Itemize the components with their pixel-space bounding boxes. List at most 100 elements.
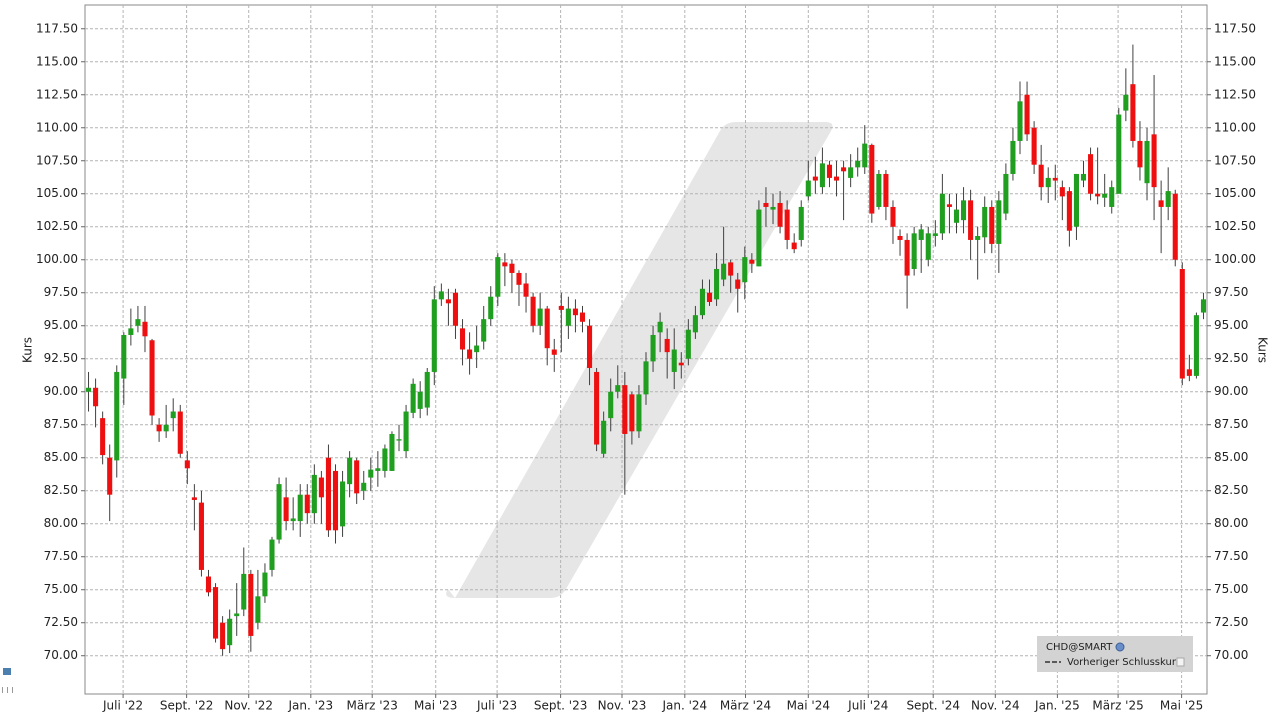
candle-body (361, 482, 367, 491)
candle-body (622, 385, 628, 434)
candle-body (163, 424, 169, 432)
candle-body (982, 206, 988, 238)
candle-body (1137, 140, 1143, 168)
candle-body (142, 321, 148, 337)
candle-body (615, 385, 621, 392)
candle-body (537, 308, 543, 326)
candle-body (953, 209, 960, 223)
x-tick-label: Nov. '23 (598, 699, 647, 713)
candle-body (530, 296, 536, 326)
candle-body (121, 334, 127, 379)
candle-body (452, 292, 459, 326)
y-tick-label: 92.50 (44, 351, 78, 365)
candle-body (347, 457, 353, 485)
candle-body (848, 167, 854, 178)
candle-body (474, 345, 480, 353)
y-tick-label: 75.00 (44, 582, 78, 596)
candle-body (939, 193, 945, 234)
candle-body (678, 362, 684, 366)
candle-body (389, 433, 395, 471)
candle-body (170, 411, 176, 419)
candle-body (128, 328, 134, 335)
candle-body (728, 262, 734, 276)
y-tick-label: 85.00 (44, 450, 78, 464)
candle-body (791, 242, 797, 250)
candle-body (177, 411, 183, 454)
candle-body (883, 173, 889, 207)
candle-body (1193, 315, 1199, 376)
candle-body (1095, 193, 1101, 197)
candle-body (1045, 177, 1051, 188)
candle-body (445, 299, 451, 304)
candle-body (671, 349, 677, 372)
candle-body (234, 613, 240, 617)
candle-body (579, 312, 586, 322)
candles (85, 44, 1207, 656)
y-tick-label: 70.00 (44, 648, 78, 662)
y2-tick-label: 75.00 (1214, 582, 1248, 596)
candle-body (149, 340, 155, 416)
candle-body (93, 387, 99, 407)
y2-tick-label: 105.00 (1214, 186, 1256, 200)
y-tick-label: 82.50 (44, 483, 78, 497)
candle-body (424, 371, 430, 408)
candle-body (657, 321, 663, 333)
candle-body (996, 200, 1002, 244)
y-tick-label: 105.00 (36, 186, 78, 200)
candle-body (241, 573, 247, 610)
icon[interactable] (3, 668, 11, 675)
side-icons (2, 668, 13, 693)
candle-body (354, 460, 360, 494)
candle-body (643, 361, 649, 395)
y-tick-label: 107.50 (36, 153, 78, 167)
x-tick-label: Mai '24 (787, 699, 830, 713)
candle-body (862, 143, 868, 168)
candle-body (1052, 177, 1058, 181)
candle-body (417, 391, 423, 409)
candle-body (975, 235, 981, 240)
candle-body (318, 477, 324, 498)
candle-body (1024, 94, 1030, 135)
candle-body (714, 268, 720, 300)
candle-body (601, 420, 607, 454)
watermark (446, 122, 833, 598)
y-axis-title: Kurs (21, 337, 35, 363)
candle-body (932, 233, 938, 236)
candle-body (509, 263, 515, 273)
x-tick-label: Sept. '24 (906, 699, 960, 713)
candle-body (685, 329, 691, 359)
candle-body (925, 233, 931, 260)
x-tick-label: Jan. '25 (1034, 699, 1080, 713)
candle-body (1010, 140, 1016, 174)
y2-tick-label: 100.00 (1214, 252, 1256, 266)
candle-body (890, 206, 896, 227)
candle-body (565, 308, 571, 326)
y-tick-label: 110.00 (36, 120, 78, 134)
y2-tick-label: 82.50 (1214, 483, 1248, 497)
candle-body (1066, 191, 1072, 231)
candle-body (650, 334, 656, 362)
y-tick-label: 87.50 (44, 417, 78, 431)
candle-body (205, 576, 212, 593)
candle-body (431, 299, 437, 372)
legend-checkbox[interactable] (1176, 657, 1185, 667)
candle-body (467, 349, 473, 359)
candle-body (502, 262, 508, 267)
candle-body (382, 448, 388, 471)
candle-body (340, 481, 346, 527)
y-tick-label: 80.00 (44, 516, 78, 530)
y-tick-label: 115.00 (36, 54, 78, 68)
icon (7, 687, 8, 693)
x-tick-label: März '25 (1092, 699, 1143, 713)
y2-tick-label: 70.00 (1214, 648, 1248, 662)
y2-tick-label: 87.50 (1214, 417, 1248, 431)
legend-label: Vorheriger Schlusskurs (1067, 657, 1181, 668)
candle-body (459, 328, 466, 350)
candle-body (756, 209, 762, 267)
candle-body (297, 494, 303, 522)
candle-body (198, 502, 204, 570)
candle-body (749, 259, 755, 264)
candle-body (248, 573, 254, 636)
